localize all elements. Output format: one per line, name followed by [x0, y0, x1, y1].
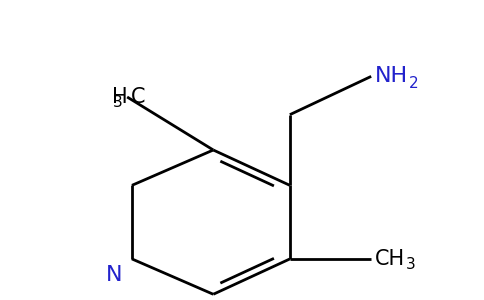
Text: NH: NH	[376, 66, 408, 86]
Text: 3: 3	[113, 95, 123, 110]
Text: CH: CH	[376, 249, 406, 269]
Text: 2: 2	[408, 76, 418, 91]
Text: 3: 3	[406, 257, 416, 272]
Text: N: N	[106, 265, 122, 285]
Text: C: C	[131, 87, 146, 107]
Text: H: H	[111, 87, 127, 107]
